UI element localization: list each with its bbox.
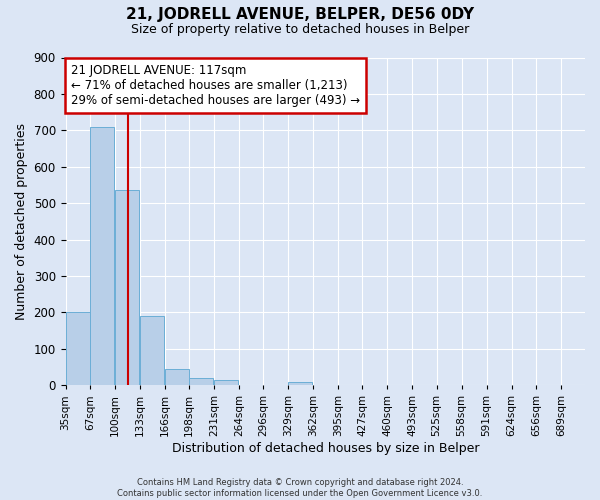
Y-axis label: Number of detached properties: Number of detached properties <box>15 123 28 320</box>
X-axis label: Distribution of detached houses by size in Belper: Distribution of detached houses by size … <box>172 442 479 455</box>
Bar <box>90 126 114 386</box>
Bar <box>189 378 213 386</box>
Text: 21 JODRELL AVENUE: 117sqm
← 71% of detached houses are smaller (1,213)
29% of se: 21 JODRELL AVENUE: 117sqm ← 71% of detac… <box>71 64 360 107</box>
Bar <box>115 190 139 386</box>
Text: Size of property relative to detached houses in Belper: Size of property relative to detached ho… <box>131 22 469 36</box>
Bar <box>65 312 90 386</box>
Bar <box>165 369 189 386</box>
Bar <box>214 380 238 386</box>
Text: Contains HM Land Registry data © Crown copyright and database right 2024.
Contai: Contains HM Land Registry data © Crown c… <box>118 478 482 498</box>
Bar <box>140 316 164 386</box>
Bar <box>288 382 313 386</box>
Text: 21, JODRELL AVENUE, BELPER, DE56 0DY: 21, JODRELL AVENUE, BELPER, DE56 0DY <box>126 8 474 22</box>
